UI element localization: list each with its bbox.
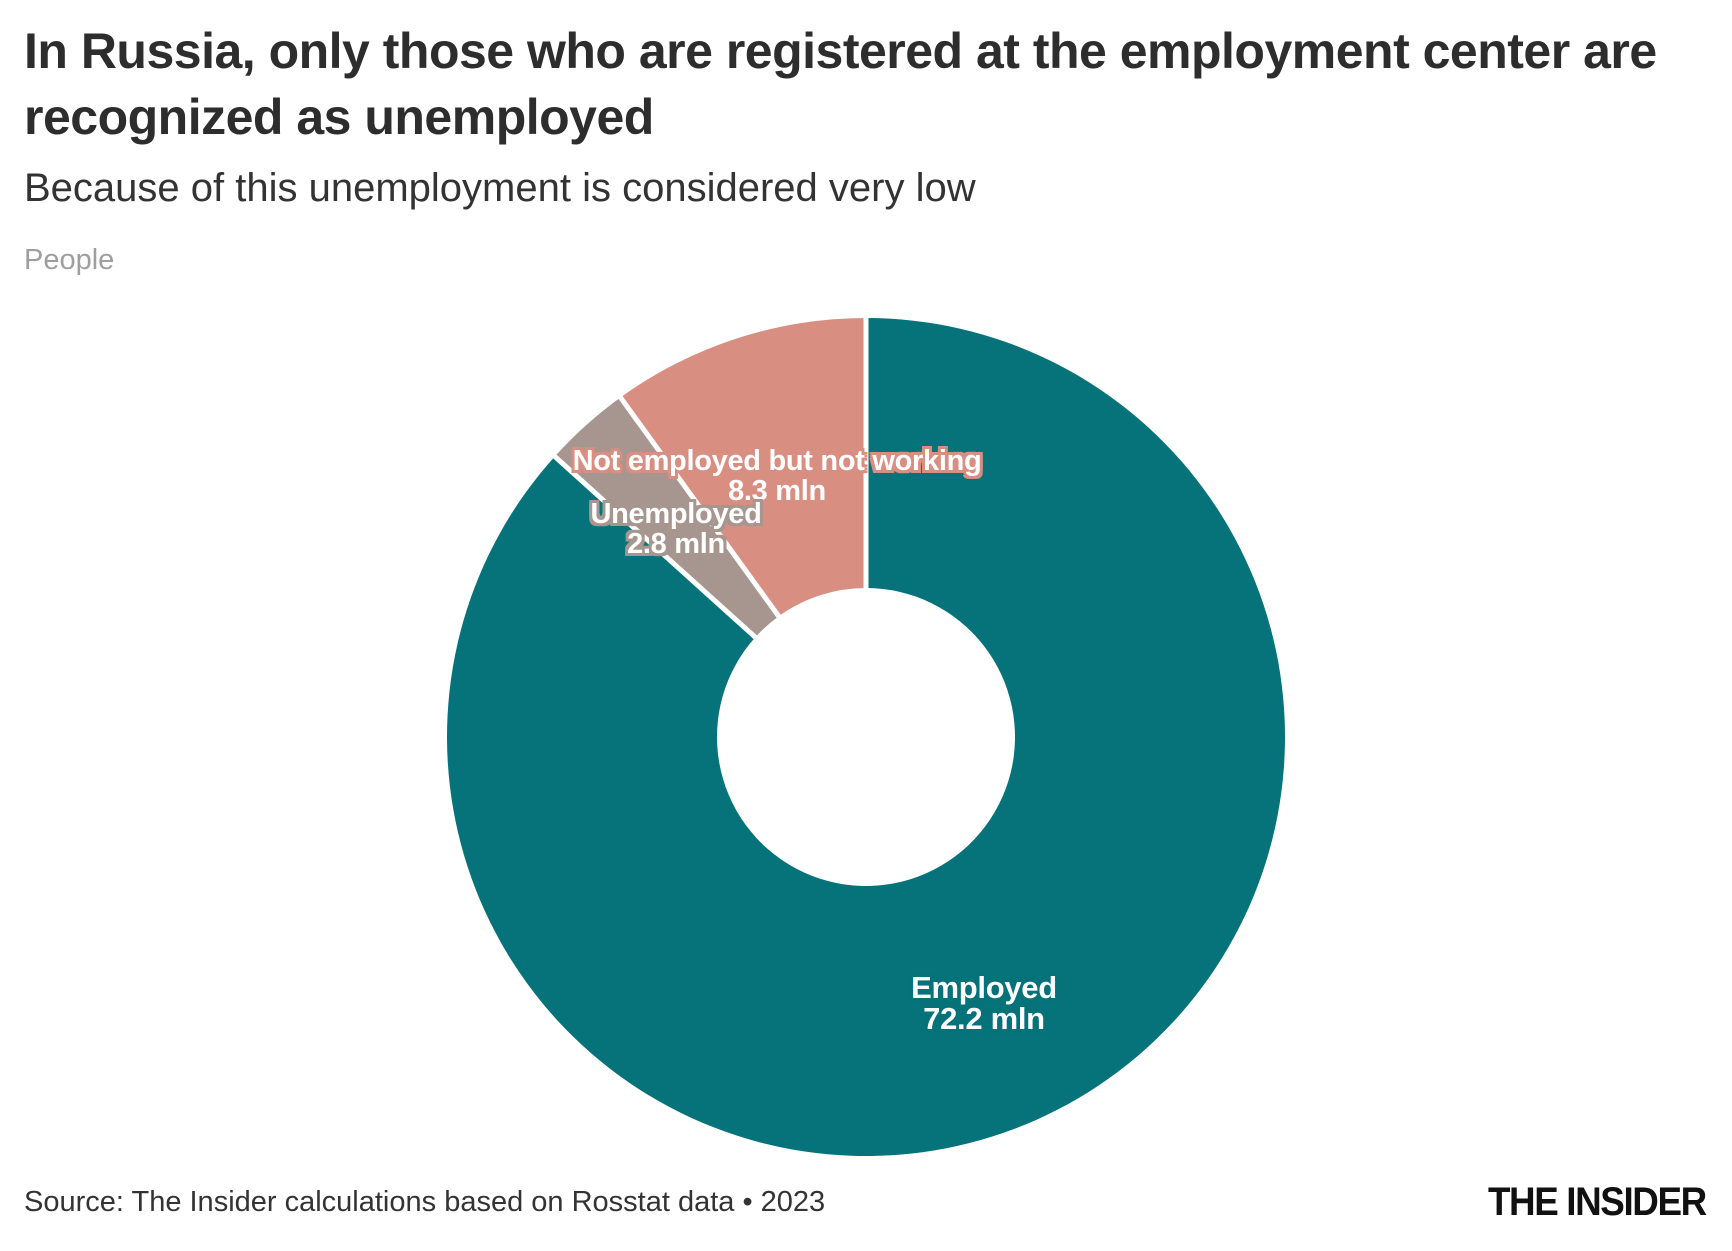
- slice-label-text: Not employed but not working: [572, 445, 982, 477]
- slice-separator: [617, 394, 782, 620]
- header: In Russia, only those who are registered…: [24, 18, 1714, 277]
- slice-value-text: 2.8 mln: [627, 528, 725, 560]
- slice-label-not-employed: Not employed but not working 8.3 mln: [573, 446, 982, 506]
- chart-subtitle: Because of this unemployment is consider…: [24, 166, 976, 210]
- unit-label: People: [24, 244, 115, 276]
- slice-label-text: Employed: [911, 970, 1057, 1005]
- slice-label-text: Unemployed: [590, 498, 762, 530]
- slice-value-text: 8.3 mln: [728, 475, 826, 507]
- slice-value-text: 72.2 mln: [923, 1001, 1045, 1036]
- slice-label-unemployed: Unemployed 2.8 mln: [590, 499, 761, 559]
- slice-separator: [551, 453, 759, 641]
- publisher-logo: THE INSIDER: [1488, 1180, 1707, 1224]
- slice-label-employed: Employed 72.2 mln: [911, 972, 1057, 1034]
- chart-title: In Russia, only those who are registered…: [24, 23, 1657, 145]
- donut-slice-employed: [446, 318, 1286, 1156]
- donut-slice-unemployed: [554, 397, 779, 638]
- source-text: Source: The Insider calculations based o…: [24, 1186, 826, 1218]
- donut-slice-not-employed-but-not-working: [620, 318, 866, 617]
